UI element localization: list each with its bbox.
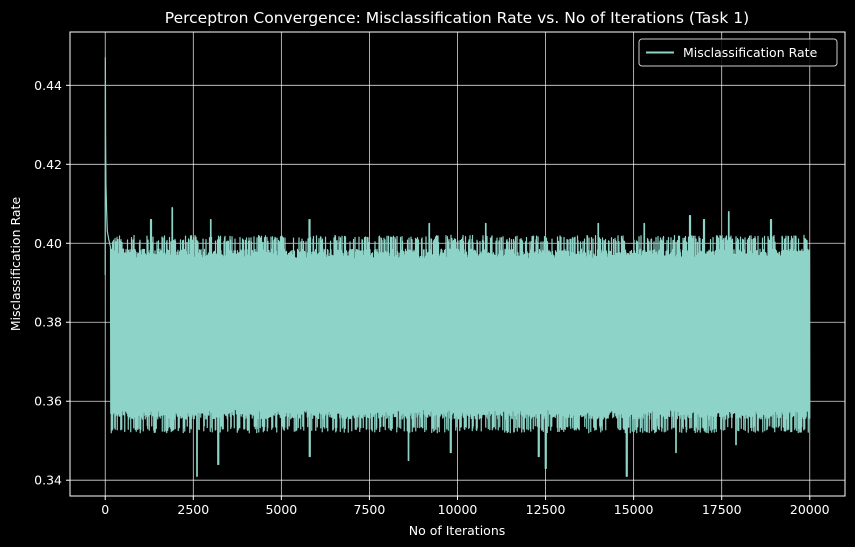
legend-box bbox=[638, 38, 838, 67]
x-tick-label: 12500 bbox=[526, 502, 566, 517]
y-tick-label: 0.42 bbox=[34, 157, 62, 172]
x-tick-label: 15000 bbox=[614, 502, 654, 517]
legend: Misclassification Rate bbox=[638, 38, 838, 67]
y-tick-label: 0.38 bbox=[34, 315, 62, 330]
series-line-misclassification-rate bbox=[104, 57, 811, 477]
x-tick-label: 7500 bbox=[354, 502, 386, 517]
x-tick-label: 5000 bbox=[265, 502, 297, 517]
x-tick-label: 0 bbox=[101, 502, 109, 517]
y-axis-ticks: 0.34 0.36 0.38 0.40 0.42 0.44 bbox=[34, 78, 70, 488]
y-tick-label: 0.44 bbox=[34, 78, 62, 93]
x-tick-label: 17500 bbox=[702, 502, 742, 517]
x-tick-label: 2500 bbox=[177, 502, 209, 517]
y-tick-label: 0.40 bbox=[34, 236, 62, 251]
x-axis-label: No of Iterations bbox=[409, 523, 506, 538]
chart-title: Perceptron Convergence: Misclassificatio… bbox=[165, 9, 749, 27]
x-tick-label: 10000 bbox=[438, 502, 478, 517]
legend-label: Misclassification Rate bbox=[683, 45, 818, 60]
x-axis-ticks: 0 2500 5000 7500 10000 12500 15000 17500 20000 bbox=[101, 496, 830, 517]
y-tick-label: 0.34 bbox=[34, 473, 62, 488]
y-axis-label: Misclassification Rate bbox=[8, 197, 23, 332]
series-misclassification-rate bbox=[104, 57, 811, 477]
y-tick-label: 0.36 bbox=[34, 394, 62, 409]
x-tick-label: 20000 bbox=[790, 502, 830, 517]
